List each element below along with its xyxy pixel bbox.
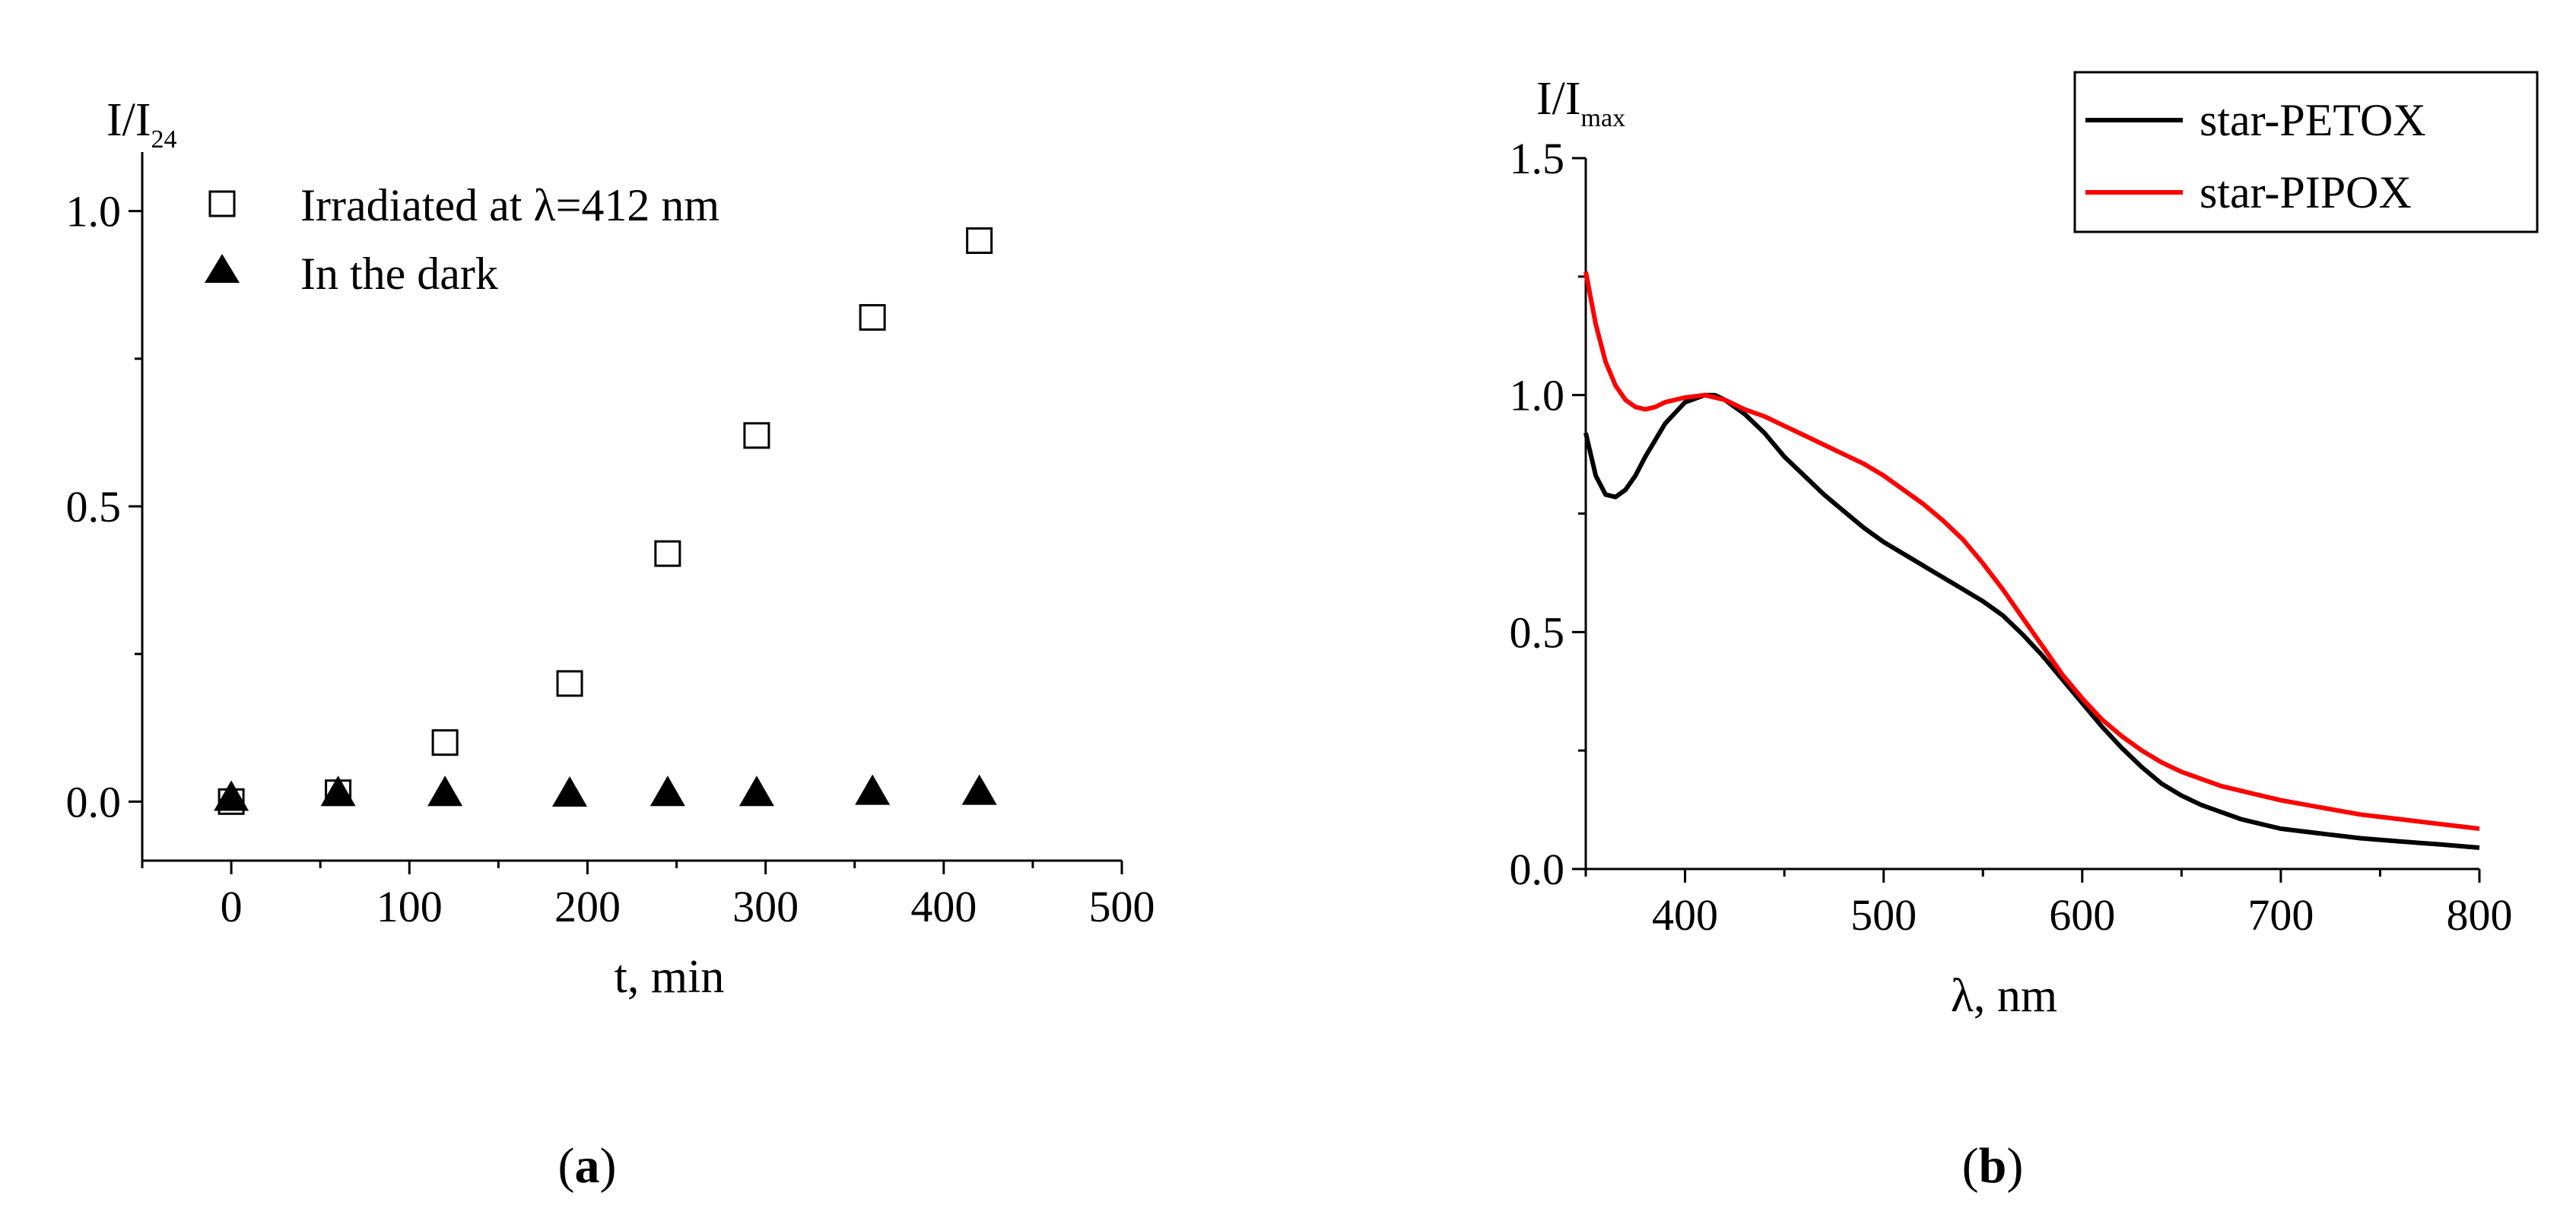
axes-b <box>1584 158 2479 871</box>
marks-a <box>214 227 997 815</box>
marks-b <box>1583 271 2480 850</box>
x-tick-label-a: 0 <box>221 882 243 931</box>
x-tick-label-a: 300 <box>732 882 799 931</box>
series-line-star-pipox <box>1583 271 2480 831</box>
square-point <box>218 788 245 815</box>
triangle-point <box>650 775 685 807</box>
triangle-point <box>738 775 774 807</box>
y-tick-label-b: 0.0 <box>1510 845 1565 894</box>
triangle-point <box>214 780 249 811</box>
x-tick-label-a: 100 <box>376 882 443 931</box>
x-tick-label-b: 500 <box>1850 890 1917 940</box>
y-axis-label-main-a: I/I <box>106 94 151 146</box>
y-axis-label-sub-b: max <box>1581 104 1626 132</box>
x-tick-label-b: 400 <box>1652 890 1718 940</box>
panel-label-a: (a) <box>558 1138 617 1194</box>
ticks-a: 0 100 200 300 400 500 0.0 0.5 1.0 <box>66 187 1155 931</box>
x-tick-label-a: 400 <box>910 882 977 931</box>
x-axis-label-b: λ, nm <box>1951 970 2057 1022</box>
series-line-star-petox <box>1583 392 2480 850</box>
y-tick-label-b: 1.0 <box>1510 371 1565 420</box>
ticks-b: 400 500 600 700 800 0.0 0.5 1.0 1.5 <box>1510 134 2513 940</box>
y-axis-label-sub-a: 24 <box>151 125 177 154</box>
square-point <box>966 227 993 254</box>
legend-label-star-petox: star-PETOX <box>2200 95 2426 145</box>
square-point <box>743 422 770 449</box>
panel-label-b-letter: b <box>1979 1138 2007 1194</box>
legend-label-star-pipox: star-PIPOX <box>2200 167 2412 217</box>
panel-label-a-letter: a <box>575 1138 600 1194</box>
chart-panel-a: 0 100 200 300 400 500 0.0 0.5 1.0 t, min I/I24 I… <box>66 94 1155 1003</box>
square-point <box>859 303 886 331</box>
y-tick-label-b: 0.5 <box>1510 607 1565 657</box>
chart-panel-b: 400 500 600 700 800 0.0 0.5 1.0 1.5 λ, nm I/Imax… <box>1510 71 2539 1022</box>
square-point <box>654 540 681 567</box>
square-point <box>431 729 459 756</box>
legend-b: star-PETOX star-PIPOX <box>2073 71 2539 233</box>
x-axis-label-a: t, min <box>615 951 725 1003</box>
y-axis-label-b: I/Imax <box>1536 73 1625 132</box>
legend-label-irradiated: Irradiated at λ=412 nm <box>300 180 719 230</box>
axes-a <box>141 152 1122 862</box>
triangle-point <box>427 775 463 807</box>
y-tick-label-a: 1.0 <box>66 187 122 236</box>
triangle-point <box>961 774 997 805</box>
legend-a: Irradiated at λ=412 nm In the dark <box>205 180 719 299</box>
legend-box-b <box>2073 71 2539 233</box>
y-tick-label-a: 0.5 <box>66 482 122 531</box>
x-tick-label-b: 600 <box>2049 890 2115 940</box>
y-axis-label-a: I/I24 <box>106 94 177 154</box>
x-tick-label-b: 800 <box>2447 890 2513 940</box>
x-tick-label-b: 700 <box>2247 890 2314 940</box>
y-tick-label-b: 1.5 <box>1510 134 1565 183</box>
legend-label-dark: In the dark <box>300 249 498 299</box>
triangle-point <box>552 776 588 807</box>
y-tick-label-a: 0.0 <box>66 777 122 826</box>
triangle-point <box>320 775 356 807</box>
square-point <box>556 670 583 697</box>
legend-marker-dark <box>205 254 240 283</box>
square-point <box>325 779 352 807</box>
x-tick-label-a: 500 <box>1089 882 1155 931</box>
legend-marker-irradiated <box>208 190 236 217</box>
panel-label-b: (b) <box>1962 1138 2024 1194</box>
x-tick-label-a: 200 <box>554 882 621 931</box>
triangle-point <box>855 774 891 805</box>
y-axis-label-main-b: I/I <box>1536 73 1581 125</box>
